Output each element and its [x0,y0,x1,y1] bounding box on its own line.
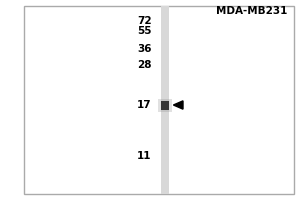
Text: 11: 11 [137,151,152,161]
Text: MDA-MB231: MDA-MB231 [216,6,287,16]
Text: 55: 55 [137,26,152,36]
Text: 36: 36 [137,44,152,54]
Polygon shape [173,101,183,109]
Text: 72: 72 [137,16,152,26]
Text: 17: 17 [137,100,152,110]
Bar [160,6,169,194]
Bar [161,101,169,110]
Bar [158,99,172,112]
Text: 28: 28 [137,60,152,70]
